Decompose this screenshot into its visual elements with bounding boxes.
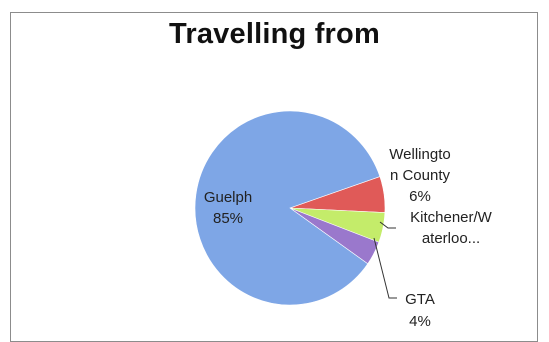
leader-line-gta [373,237,397,299]
data-label-wellington-county: Wellingto n County 6% [389,146,450,205]
leader-line-kitchener [379,221,396,229]
pie-slice-guelph [194,110,381,306]
data-label-guelph: Guelph 85% [204,189,252,227]
data-label-gta: GTA 4% [405,291,435,330]
chart-title: Travelling from [169,18,380,50]
data-label-kitchener-waterloo: Kitchener/W aterloo... [410,209,493,247]
